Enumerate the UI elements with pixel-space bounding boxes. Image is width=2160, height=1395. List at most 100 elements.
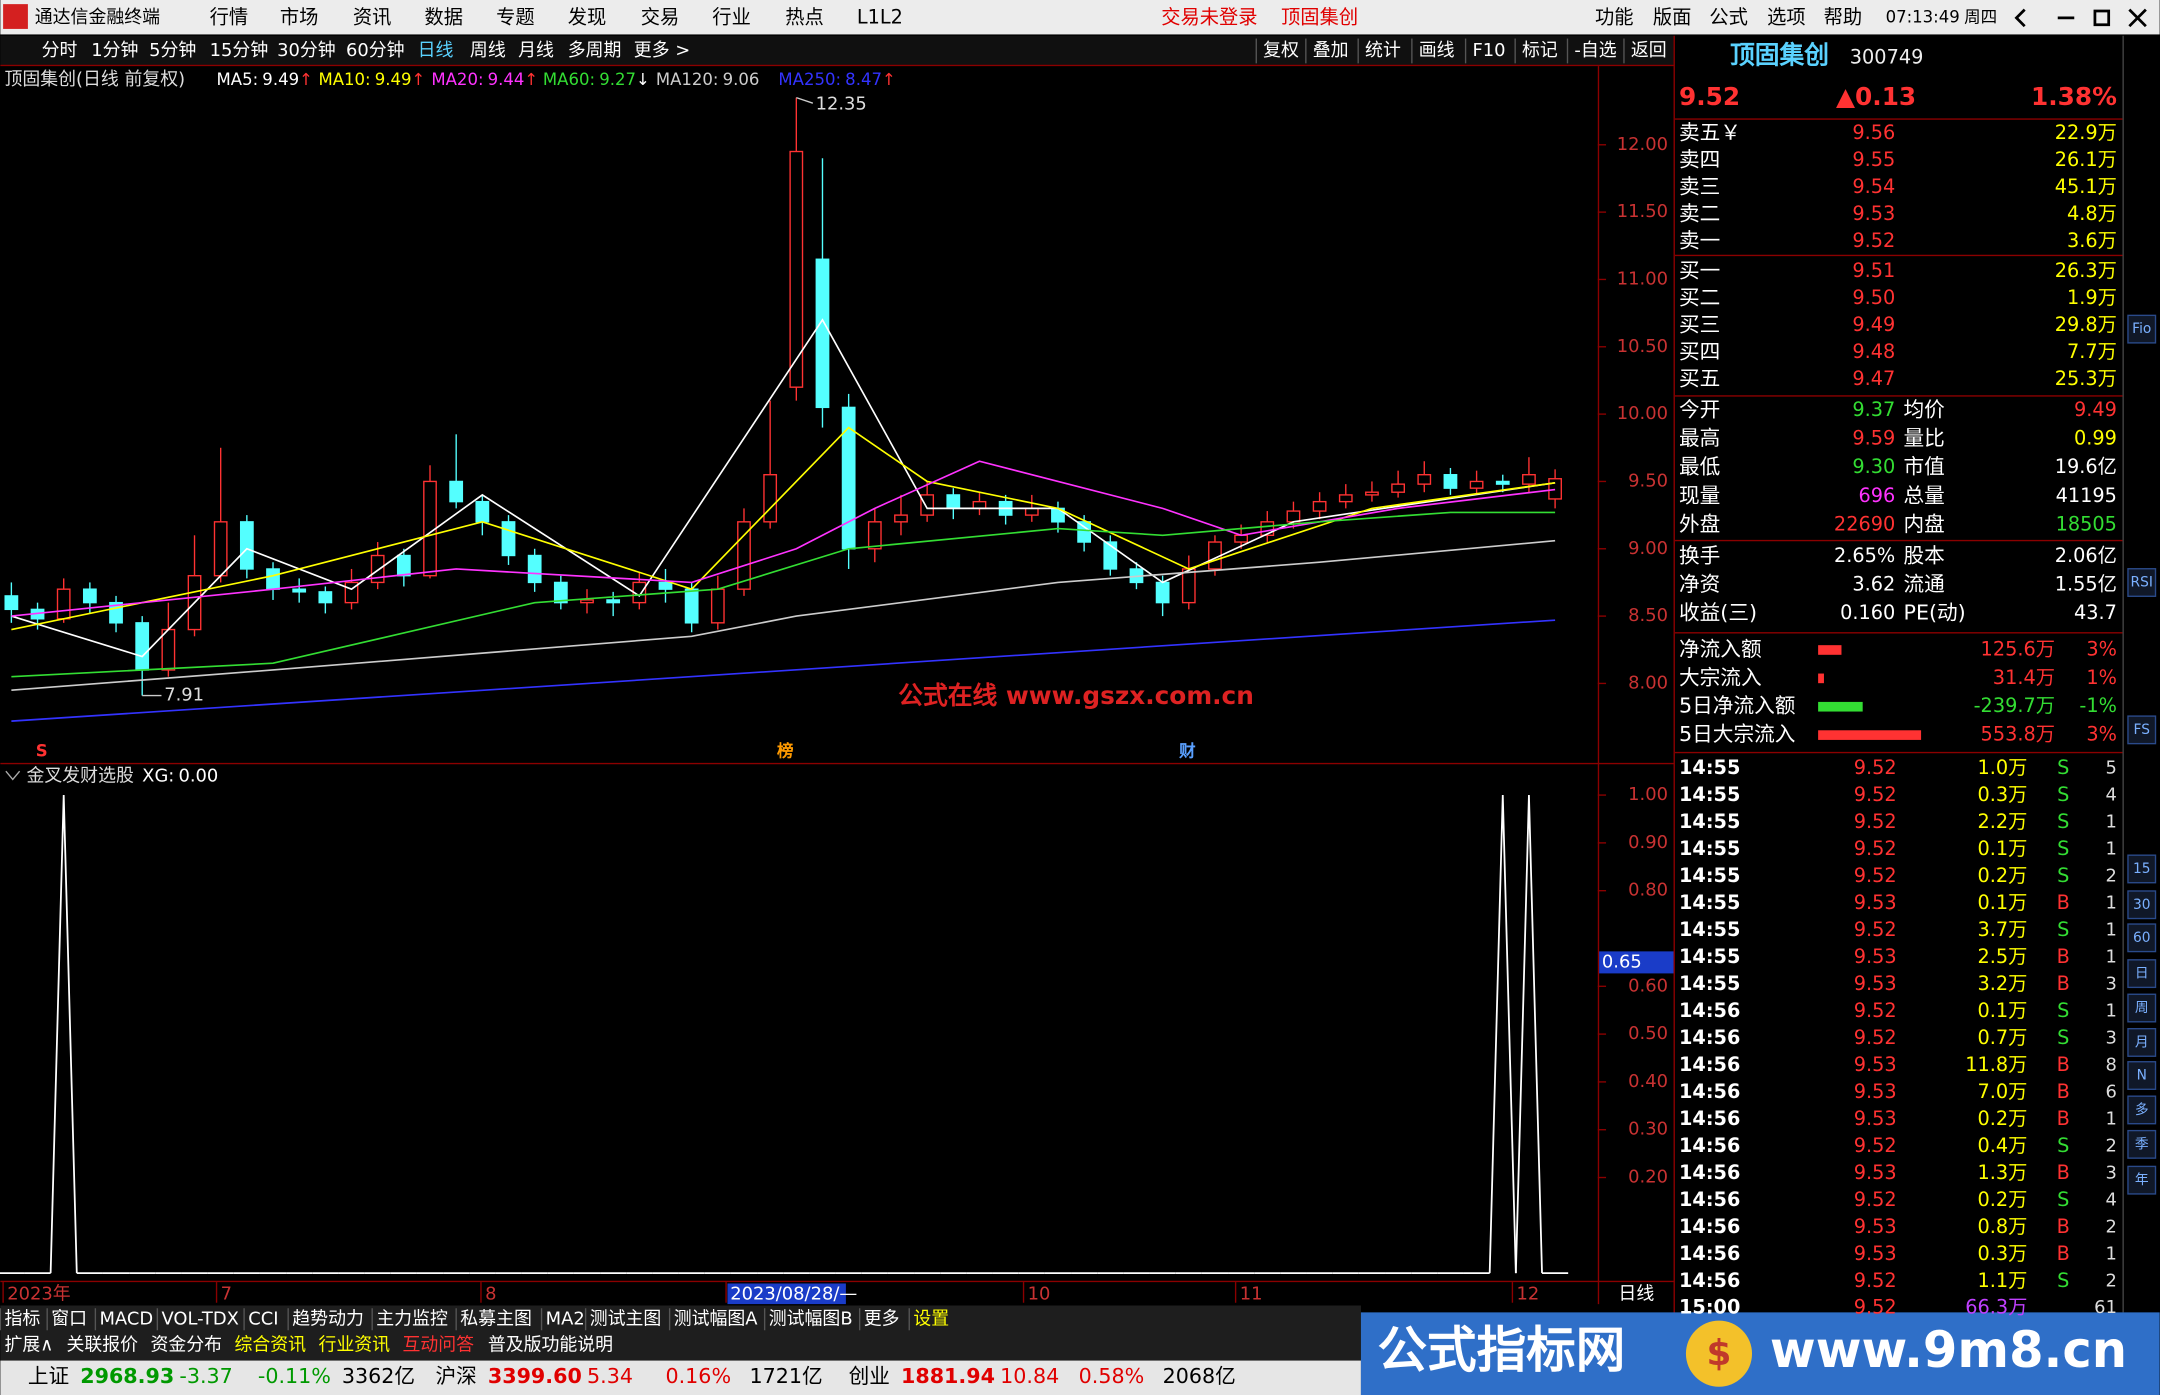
side-icon[interactable] (2127, 1028, 2157, 1057)
bottom-tab[interactable]: VOL-TDX (161, 1308, 238, 1329)
tick-price: 9.52 (1854, 810, 1897, 833)
bottom-tab[interactable]: 互动问答 (402, 1334, 474, 1355)
side-icon-label[interactable]: 季 (2135, 1136, 2149, 1152)
menu-item[interactable]: 发现 (568, 5, 607, 28)
bottom-tab[interactable]: CCI (248, 1308, 278, 1329)
side-icon[interactable] (2127, 1165, 2157, 1195)
window-control[interactable] (2128, 8, 2147, 28)
side-icon[interactable] (2127, 715, 2157, 745)
stat-value: 18505 (2056, 512, 2117, 535)
bottom-tab[interactable]: 窗口 (51, 1308, 87, 1329)
side-icon[interactable] (2127, 1095, 2157, 1125)
side-icon-label[interactable]: 日 (2135, 966, 2149, 982)
period-tab[interactable]: 更多 > (634, 40, 690, 61)
bottom-tab[interactable]: 趋势动力 (292, 1308, 364, 1329)
side-icon-label[interactable]: 30 (2133, 897, 2151, 913)
stat-label: 换手 (1679, 543, 1720, 567)
side-icon-label[interactable]: 多 (2135, 1101, 2149, 1118)
tick-volume: 3.2万 (1978, 972, 2028, 995)
chart-tool[interactable]: 画线 (1419, 40, 1455, 61)
side-icon[interactable] (2127, 314, 2157, 344)
chart-tool[interactable]: 返回 (1631, 40, 1667, 61)
window-control[interactable] (2093, 9, 2111, 27)
bottom-tab[interactable]: 行业资讯 (318, 1334, 390, 1355)
bottom-tab[interactable]: 设置 (913, 1308, 949, 1329)
side-icon[interactable] (2127, 1129, 2157, 1159)
bottom-tab[interactable]: 资金分布 (150, 1334, 222, 1355)
candle-body (135, 622, 150, 671)
bottom-tab[interactable]: 测试主图 (590, 1308, 662, 1329)
period-tab[interactable]: 月线 (518, 40, 554, 61)
period-tab[interactable]: 分时 (42, 40, 78, 61)
menu-item[interactable]: 选项 (1767, 5, 1806, 28)
tick-time: 14:55 (1679, 756, 1740, 779)
side-icon[interactable] (2127, 568, 2157, 597)
book-label: 买三 (1679, 312, 1720, 336)
chart-tool[interactable]: 复权 (1263, 40, 1299, 61)
side-icon-label[interactable]: 15 (2133, 861, 2151, 877)
bottom-tab[interactable]: 测试幅图A (674, 1308, 759, 1329)
index-field: -0.11% (258, 1364, 331, 1388)
bottom-tab[interactable]: 主力监控 (376, 1308, 448, 1329)
last-price: 9.52 (1679, 82, 1740, 111)
period-tab[interactable]: 15分钟 (210, 40, 269, 61)
chart-tool[interactable]: 统计 (1365, 40, 1401, 61)
side-icon-label[interactable]: 年 (2135, 1172, 2149, 1188)
period-tab[interactable]: 周线 (470, 40, 506, 61)
side-icon[interactable] (2127, 959, 2157, 989)
side-icon[interactable] (2127, 854, 2157, 884)
bottom-tab[interactable]: 私募主图 (460, 1308, 532, 1329)
book-volume: 25.3万 (2055, 367, 2117, 390)
period-tab[interactable]: 60分钟 (346, 40, 405, 61)
side-icon-label[interactable]: RSI (2131, 575, 2153, 591)
y-tick-label: 10.00 (1617, 403, 1668, 424)
bottom-tab[interactable]: MACD (100, 1308, 154, 1329)
side-icon-label[interactable]: N (2137, 1068, 2147, 1084)
y-tick-label: 0.60 (1628, 975, 1668, 996)
chart-tool[interactable]: 叠加 (1313, 40, 1349, 61)
bottom-tab[interactable]: MA2 (546, 1308, 585, 1329)
candle-body (815, 258, 830, 409)
bottom-tab[interactable]: 指标 (4, 1308, 40, 1329)
bottom-tab[interactable]: 扩展∧ (4, 1334, 53, 1355)
bottom-tab[interactable]: 测试幅图B (769, 1308, 853, 1329)
side-icon[interactable] (2127, 1061, 2157, 1090)
menu-item[interactable]: L1L2 (857, 5, 903, 28)
window-control[interactable] (2014, 8, 2026, 28)
bottom-tab[interactable]: 更多 (864, 1308, 900, 1329)
menu-item[interactable]: 市场 (280, 5, 319, 28)
menu-item[interactable]: 功能 (1595, 5, 1634, 28)
menu-item[interactable]: 资讯 (353, 5, 392, 28)
menu-item[interactable]: 帮助 (1824, 5, 1863, 28)
side-icon-label[interactable]: 60 (2133, 930, 2151, 946)
tick-volume: 0.8万 (1978, 1215, 2028, 1238)
menu-item[interactable]: 版面 (1653, 5, 1692, 28)
candle-body (318, 591, 333, 604)
chart-tool[interactable]: 标记 (1522, 40, 1558, 61)
side-icon-label[interactable]: 月 (2135, 1034, 2149, 1050)
side-icon-label[interactable]: FS (2134, 722, 2150, 738)
menu-item[interactable]: 专题 (496, 5, 535, 28)
menu-item[interactable]: 公式 (1709, 5, 1748, 28)
menu-item[interactable]: 交易 (641, 5, 680, 28)
side-icon[interactable] (2127, 923, 2157, 953)
chart-tool[interactable]: F10 (1472, 40, 1505, 61)
period-tab[interactable]: 5分钟 (149, 40, 196, 61)
period-tab[interactable]: 1分钟 (91, 40, 138, 61)
side-icon[interactable] (2127, 993, 2157, 1023)
menu-item[interactable]: 数据 (425, 5, 464, 28)
period-tab[interactable]: 30分钟 (277, 40, 336, 61)
bottom-tab[interactable]: 普及版功能说明 (488, 1334, 613, 1355)
side-icon[interactable] (2127, 890, 2157, 920)
bottom-tab[interactable]: 关联报价 (66, 1334, 138, 1355)
menu-item[interactable]: 行情 (210, 5, 249, 28)
side-icon-label[interactable]: 周 (2135, 1000, 2149, 1016)
menu-item[interactable]: 行业 (712, 5, 751, 28)
period-tab[interactable]: 多周期 (568, 40, 622, 61)
bottom-tab[interactable]: 综合资讯 (234, 1334, 306, 1355)
chart-tool[interactable]: -自选 (1574, 40, 1616, 61)
book-label: 卖五￥ (1679, 121, 1741, 145)
menu-item[interactable]: 热点 (785, 5, 824, 28)
period-tab[interactable]: 日线 (418, 40, 454, 61)
side-icon-label[interactable]: Fio (2132, 321, 2151, 337)
